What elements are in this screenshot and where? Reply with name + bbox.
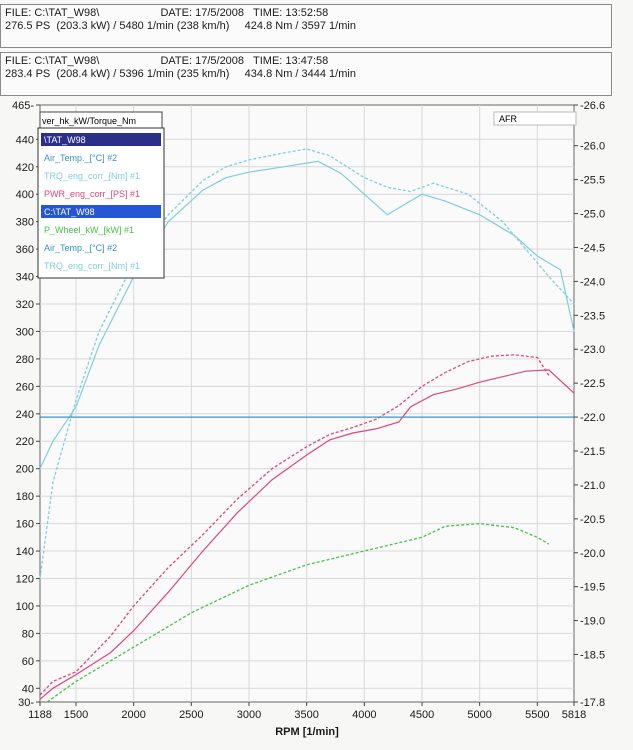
y-tick-label: 280	[16, 354, 34, 366]
x-tick-label: 4000	[352, 709, 376, 721]
x-axis: 1188 1500 2000 2500 3000 3500 4000 4500 5000 5500…	[28, 702, 586, 721]
y-tick-label: 240	[16, 409, 34, 421]
y2-tick-label: -20.0	[580, 548, 605, 560]
y-tick-label: 160	[16, 519, 34, 531]
y2-tick-label: -21.0	[580, 480, 605, 492]
y-tick-label: 180	[16, 491, 34, 503]
y-tick-label: 100	[16, 601, 34, 613]
run-header-1-time: TIME: 13:52:58	[253, 7, 329, 19]
y-tick-label: 340	[16, 272, 34, 284]
y-tick-label: 360	[16, 244, 34, 256]
y-tick-label: 380	[16, 217, 34, 229]
x-tick-label: 1500	[64, 709, 88, 721]
left-axis: 30- 40 60 80 100 120 140 160 180 200 220 240 260 280 3…	[12, 100, 40, 709]
y2-tick-label: -21.5	[580, 446, 605, 458]
series-line-power-run2	[39, 354, 550, 696]
y-tick-label: 420	[16, 162, 34, 174]
legend-item[interactable]: P_Wheel_kW_[kW] #1	[44, 225, 134, 235]
x-tick-label: 5000	[467, 709, 491, 721]
y-tick-label: 30-	[18, 697, 34, 709]
y-tick-label: 300	[16, 326, 34, 338]
afr-axis-label: AFR	[499, 114, 518, 124]
y2-tick-label: -22.0	[580, 412, 605, 424]
x-tick-label: 1188	[28, 709, 52, 721]
legend-panel[interactable]: ver_hk_kW/Torque_Nm \TAT_W98 Air_Temp._[°…	[37, 111, 165, 279]
series-line-power-run1	[39, 369, 575, 700]
y-tick-label: 465-	[12, 100, 34, 112]
run-header-2: FILE: C:\TAT_W98\ DATE: 17/5/2008 TIME: …	[0, 52, 612, 96]
x-tick-label: 5818	[562, 709, 586, 721]
legend-item[interactable]: \TAT_W98	[44, 135, 86, 145]
right-axis: -17.8 -18.5 -19.0 -19.5 -20.0 -20.5 -21.0 -21.5…	[574, 100, 605, 709]
y2-tick-label: -17.8	[580, 697, 605, 709]
y-tick-label: 80	[22, 628, 34, 640]
run-header-1-file: FILE: C:\TAT_W98\	[5, 7, 100, 19]
y-tick-label: 120	[16, 573, 34, 585]
legend-item[interactable]: PWR_eng_corr_[PS] #1	[44, 189, 140, 199]
dyno-chart[interactable]: 30- 40 60 80 100 120 140 160 180 200 220 240 260 280 3…	[0, 98, 633, 748]
legend-item[interactable]: TRQ_eng_corr_[Nm] #1	[44, 171, 140, 181]
legend-item[interactable]: TRQ_eng_corr_[Nm] #1	[44, 261, 140, 271]
y2-tick-label: -22.5	[580, 378, 605, 390]
y-tick-label: 140	[16, 546, 34, 558]
legend-item[interactable]: C:\TAT_W98	[44, 207, 95, 217]
y2-tick-label: -24.0	[580, 276, 605, 288]
y-tick-label: 220	[16, 436, 34, 448]
run-header-2-fileline: FILE: C:\TAT_W98\ DATE: 17/5/2008 TIME: …	[5, 55, 607, 68]
series-line-wheel-run2	[46, 522, 550, 703]
y-tick-label: 440	[16, 134, 34, 146]
y2-tick-label: -19.5	[580, 582, 605, 594]
y2-tick-label: -25.5	[580, 175, 605, 187]
legend-item[interactable]: Air_Temp._[°C] #2	[44, 243, 117, 253]
run-header-1-date: DATE: 17/5/2008	[160, 7, 245, 19]
x-axis-label: RPM [1/min]	[275, 726, 339, 738]
legend-items: \TAT_W98 Air_Temp._[°C] #2 TRQ_eng_corr_[N…	[41, 133, 161, 271]
run-header-1: FILE: C:\TAT_W98\ DATE: 17/5/2008 TIME: …	[0, 4, 612, 48]
afr-label-box	[493, 111, 577, 126]
y-tick-label: 60	[22, 656, 34, 668]
series-group	[39, 148, 575, 703]
y-tick-label: 200	[16, 464, 34, 476]
y-tick-label: 40	[22, 683, 34, 695]
y-tick-label: 320	[16, 299, 34, 311]
y2-tick-label: -25.0	[580, 209, 605, 221]
y2-tick-label: -18.5	[580, 650, 605, 662]
x-tick-label: 3500	[294, 709, 318, 721]
run-header-1-summary: 276.5 PS (203.3 kW) / 5480 1/min (238 km…	[5, 20, 356, 32]
legend-highlight	[41, 133, 161, 146]
y2-tick-label: -20.5	[580, 514, 605, 526]
x-tick-label: 5500	[525, 709, 549, 721]
x-tick-label: 3000	[237, 709, 261, 721]
y-tick-label: 260	[16, 381, 34, 393]
y2-tick-label: -24.5	[580, 242, 605, 254]
run-header-2-file: FILE: C:\TAT_W98\	[5, 55, 100, 67]
y-tick-label: 400	[16, 189, 34, 201]
run-header-1-fileline: FILE: C:\TAT_W98\ DATE: 17/5/2008 TIME: …	[5, 7, 607, 20]
run-header-2-summary: 283.4 PS (208.4 kW) / 5396 1/min (235 km…	[5, 68, 356, 80]
y2-tick-label: -26.6	[580, 100, 605, 112]
y2-tick-label: -26.0	[580, 141, 605, 153]
run-header-2-date: DATE: 17/5/2008	[160, 55, 245, 67]
y2-tick-label: -23.0	[580, 344, 605, 356]
y2-tick-label: -23.5	[580, 310, 605, 322]
series-line-torque-run1	[39, 160, 575, 469]
legend-highlight	[41, 205, 161, 218]
x-tick-label: 2000	[121, 709, 145, 721]
x-tick-label: 4500	[410, 709, 434, 721]
legend-header: ver_hk_kW/Torque_Nm	[42, 116, 136, 126]
y2-tick-label: -19.0	[580, 616, 605, 628]
legend-item[interactable]: Air_Temp._[°C] #2	[44, 153, 117, 163]
run-header-2-time: TIME: 13:47:58	[253, 55, 329, 67]
x-tick-label: 2500	[179, 709, 203, 721]
series-line-torque-run2	[39, 148, 575, 579]
